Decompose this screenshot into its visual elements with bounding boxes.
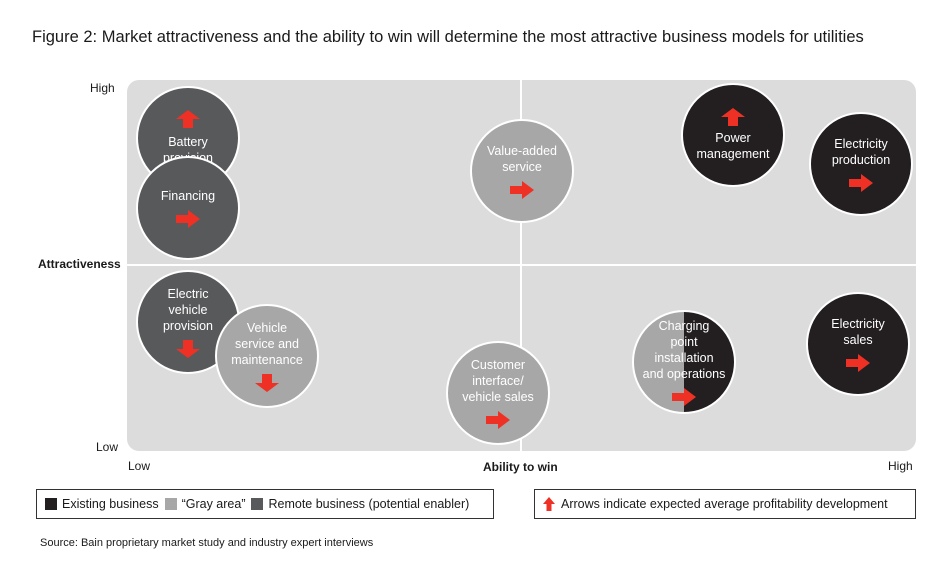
- x-axis-low-label: Low: [128, 459, 151, 473]
- legend-gray-area: “Gray area”: [164, 497, 246, 511]
- existing-swatch: [45, 498, 57, 510]
- legend-gray-area-label: “Gray area”: [181, 497, 246, 511]
- bubble-power-management: Power management: [681, 83, 785, 187]
- remote-swatch: [251, 498, 264, 510]
- y-axis-low-label: Low: [96, 440, 119, 454]
- bubble-customer-interface-vehicle-sales: Customer interface/ vehicle sales: [446, 341, 550, 445]
- x-axis-title: Ability to win: [483, 460, 558, 474]
- bubble-charging-point-installation-and-operations: Charging point installation and operatio…: [632, 310, 736, 414]
- x-axis-high-label: High: [888, 459, 913, 473]
- arrow-up-icon: [543, 497, 555, 511]
- bubble-electricity-sales: Electricity sales: [806, 292, 910, 396]
- chart-title: Figure 2: Market attractiveness and the …: [32, 28, 864, 46]
- bubble-electricity-production: Electricity production: [809, 112, 913, 216]
- arrow-legend: Arrows indicate expected average profita…: [534, 489, 916, 519]
- bubble-label: Value-added service: [487, 144, 557, 174]
- y-axis-high-label: High: [90, 81, 115, 95]
- bubble-financing: Financing: [136, 156, 240, 260]
- source-note: Source: Bain proprietary market study an…: [40, 537, 374, 549]
- legend-remote-label: Remote business (potential enabler): [268, 497, 470, 511]
- category-legend: Existing business “Gray area” Remote bus…: [36, 489, 494, 519]
- arrow-right-icon: [849, 174, 873, 192]
- vertical-divider: [520, 80, 522, 451]
- arrow-down-icon: [176, 340, 200, 358]
- arrow-right-icon: [486, 411, 510, 429]
- legend-arrows-label: Arrows indicate expected average profita…: [561, 497, 888, 511]
- arrow-up-icon: [721, 108, 745, 126]
- bubble-label: Electric vehicle provision: [162, 287, 214, 333]
- bubble-label: Customer interface/ vehicle sales: [462, 358, 534, 404]
- arrow-right-icon: [176, 210, 200, 228]
- y-axis-title: Attractiveness: [38, 257, 121, 271]
- arrow-right-icon: [672, 388, 696, 406]
- legend-existing-label: Existing business: [62, 497, 159, 511]
- arrow-down-icon: [255, 374, 279, 392]
- arrow-up-icon: [176, 110, 200, 128]
- arrow-right-icon: [510, 181, 534, 199]
- gray-area-swatch: [164, 498, 177, 510]
- bubble-label: Financing: [160, 189, 216, 203]
- bubble-label: Charging point installation and operatio…: [642, 319, 726, 381]
- legend-remote: Remote business (potential enabler): [251, 497, 469, 511]
- bubble-vehicle-service-and-maintenance: Vehicle service and maintenance: [215, 304, 319, 408]
- bubble-label: Power management: [696, 131, 770, 161]
- arrow-right-icon: [846, 354, 870, 372]
- bubble-label: Vehicle service and maintenance: [231, 321, 303, 367]
- legend-existing: Existing business: [45, 497, 159, 511]
- bubble-label: Electricity production: [831, 137, 891, 167]
- bubble-value-added-service: Value-added service: [470, 119, 574, 223]
- bubble-label: Electricity sales: [831, 317, 885, 347]
